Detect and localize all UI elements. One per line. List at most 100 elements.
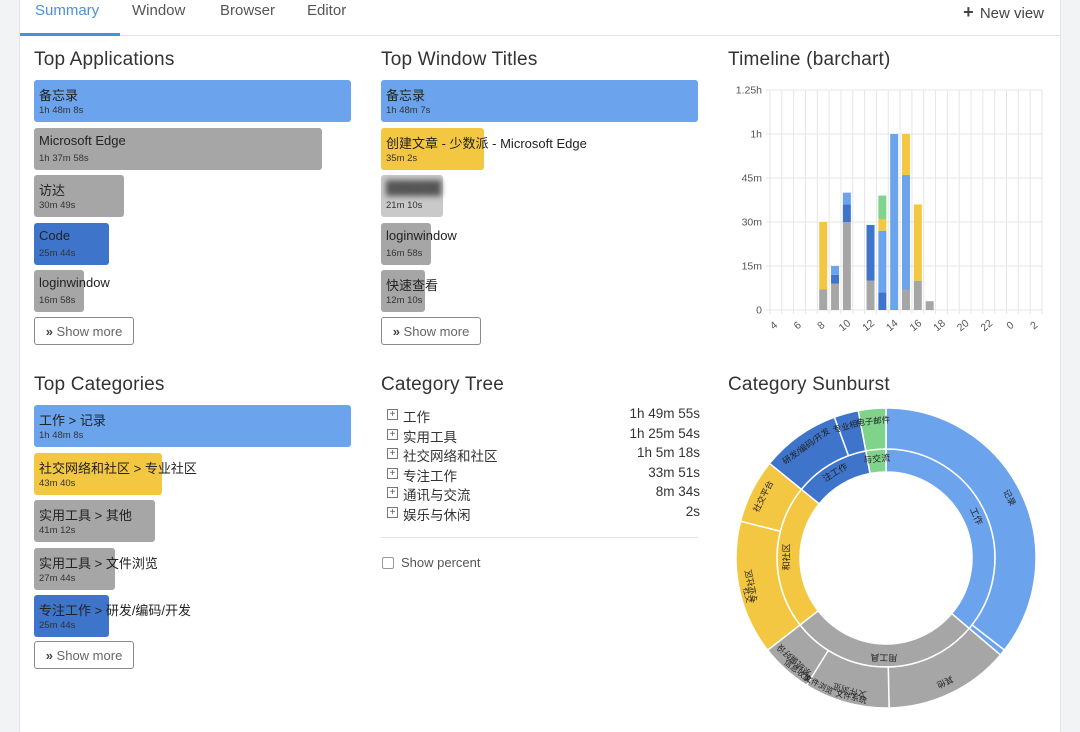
bar-item[interactable]: Code 25m 44s (34, 223, 109, 265)
view-tabs: Summary Window Browser Editor + New view (20, 0, 1060, 36)
bar-item-duration: 21m 10s (386, 200, 422, 211)
top-applications-title: Top Applications (34, 49, 175, 71)
bar-item[interactable]: 社交网络和社区 > 专业社区 43m 40s (34, 453, 162, 495)
category-tree-row[interactable]: + 通讯与交流 8m 34s (387, 484, 700, 504)
tab-summary[interactable]: Summary (35, 2, 99, 19)
expand-icon[interactable]: + (387, 429, 398, 440)
bar-item[interactable]: 备忘录 1h 48m 7s (381, 80, 698, 122)
chevrons-down-icon: » (393, 324, 400, 339)
bar-item-duration: 16m 58s (386, 248, 422, 259)
bar-item[interactable]: 实用工具 > 文件浏览 27m 44s (34, 548, 115, 590)
y-tick-label: 1.25h (736, 85, 762, 97)
bar-item-label: 快速查看 (386, 275, 438, 294)
apps-show-more-button[interactable]: » Show more (34, 317, 134, 345)
bar-item-label: 创建文章 - 少数派 - Microsoft Edge (386, 133, 587, 152)
bar-item-label: 专注工作 > 研发/编码/开发 (39, 600, 191, 619)
timeline-bar (867, 281, 875, 310)
bar-item-duration: 43m 40s (39, 478, 75, 489)
bar-item-duration: 1h 48m 8s (39, 105, 83, 116)
bar-item-duration: 1h 48m 8s (39, 430, 83, 441)
x-tick-label: 22 (979, 317, 996, 334)
bar-item[interactable]: 工作 > 记录 1h 48m 8s (34, 405, 351, 447)
y-tick-label: 1h (750, 129, 762, 141)
category-tree-row[interactable]: + 专注工作 33m 51s (387, 465, 700, 485)
timeline-bar (878, 231, 886, 293)
show-percent-checkbox[interactable] (382, 557, 394, 569)
bar-item[interactable]: 创建文章 - 少数派 - Microsoft Edge 35m 2s (381, 128, 484, 170)
bar-item-duration: 30m 49s (39, 200, 75, 211)
bar-item-duration: 27m 44s (39, 573, 75, 584)
tab-editor[interactable]: Editor (307, 2, 346, 19)
category-name: 娱乐与休闲 (403, 504, 471, 524)
x-tick-label: 8 (815, 319, 827, 332)
tab-browser[interactable]: Browser (220, 2, 275, 19)
timeline-bar (914, 204, 922, 280)
bar-item-duration: 35m 2s (386, 153, 417, 164)
bar-item-label: 实用工具 > 文件浏览 (39, 553, 158, 572)
bar-item[interactable]: 实用工具 > 其他 41m 12s (34, 500, 155, 542)
bar-item[interactable]: ██████ 21m 10s (381, 175, 443, 217)
show-more-label: Show more (57, 648, 123, 663)
category-time: 33m 51s (648, 465, 700, 480)
y-tick-label: 30m (742, 217, 763, 229)
x-tick-label: 0 (1004, 319, 1016, 332)
sunburst-label: 和社区 (780, 543, 791, 570)
timeline-bar (902, 134, 910, 175)
category-tree-row[interactable]: + 实用工具 1h 25m 54s (387, 426, 700, 446)
expand-icon[interactable]: + (387, 487, 398, 498)
bar-item[interactable]: 备忘录 1h 48m 8s (34, 80, 351, 122)
timeline-bar (890, 134, 898, 310)
category-name: 社交网络和社区 (403, 445, 498, 465)
timeline-bar (831, 275, 839, 284)
bar-item[interactable]: 专注工作 > 研发/编码/开发 25m 44s (34, 595, 109, 637)
bar-item-duration: 1h 37m 58s (39, 153, 89, 164)
category-time: 1h 25m 54s (629, 426, 700, 441)
bar-item-duration: 41m 12s (39, 525, 75, 536)
category-tree-row[interactable]: + 社交网络和社区 1h 5m 18s (387, 445, 700, 465)
expand-icon[interactable]: + (387, 448, 398, 459)
category-name: 专注工作 (403, 465, 457, 485)
category-sunburst-title: Category Sunburst (728, 374, 890, 396)
bar-item[interactable]: 访达 30m 49s (34, 175, 124, 217)
expand-icon[interactable]: + (387, 409, 398, 420)
tab-window[interactable]: Window (132, 2, 185, 19)
chevrons-down-icon: » (46, 648, 53, 663)
bar-item[interactable]: 快速查看 12m 10s (381, 270, 425, 312)
bar-item[interactable]: Microsoft Edge 1h 37m 58s (34, 128, 322, 170)
x-tick-label: 4 (768, 319, 780, 332)
category-time: 8m 34s (656, 484, 700, 499)
y-tick-label: 45m (742, 173, 763, 185)
bar-item-label: 实用工具 > 其他 (39, 505, 132, 524)
timeline-bar (819, 289, 827, 310)
expand-icon[interactable]: + (387, 507, 398, 518)
timeline-title: Timeline (barchart) (728, 49, 891, 71)
titles-show-more-button[interactable]: » Show more (381, 317, 481, 345)
timeline-bar (902, 175, 910, 289)
timeline-bar (878, 219, 886, 231)
timeline-bar (819, 222, 827, 289)
bar-item-label: 工作 > 记录 (39, 410, 106, 429)
bar-item-label: 备忘录 (386, 85, 425, 104)
timeline-bar (902, 289, 910, 310)
bar-item[interactable]: loginwindow 16m 58s (34, 270, 84, 312)
chevrons-down-icon: » (46, 324, 53, 339)
new-view-button[interactable]: + New view (963, 2, 1044, 23)
bar-item-label: Microsoft Edge (39, 133, 126, 148)
timeline-bar (878, 196, 886, 219)
category-tree-row[interactable]: + 工作 1h 49m 55s (387, 406, 700, 426)
timeline-bar (926, 301, 934, 310)
bar-item-duration: 16m 58s (39, 295, 75, 306)
expand-icon[interactable]: + (387, 468, 398, 479)
bar-item-label: ██████ (386, 180, 441, 195)
show-percent-label[interactable]: Show percent (401, 555, 481, 570)
category-tree-row[interactable]: + 娱乐与休闲 2s (387, 504, 700, 524)
x-tick-label: 20 (955, 317, 972, 334)
timeline-bar (831, 266, 839, 275)
categories-show-more-button[interactable]: » Show more (34, 641, 134, 669)
plus-icon: + (963, 2, 974, 22)
category-time: 2s (686, 504, 700, 519)
bar-item-label: 备忘录 (39, 85, 78, 104)
bar-item-label: loginwindow (39, 275, 110, 290)
bar-item[interactable]: loginwindow 16m 58s (381, 223, 431, 265)
